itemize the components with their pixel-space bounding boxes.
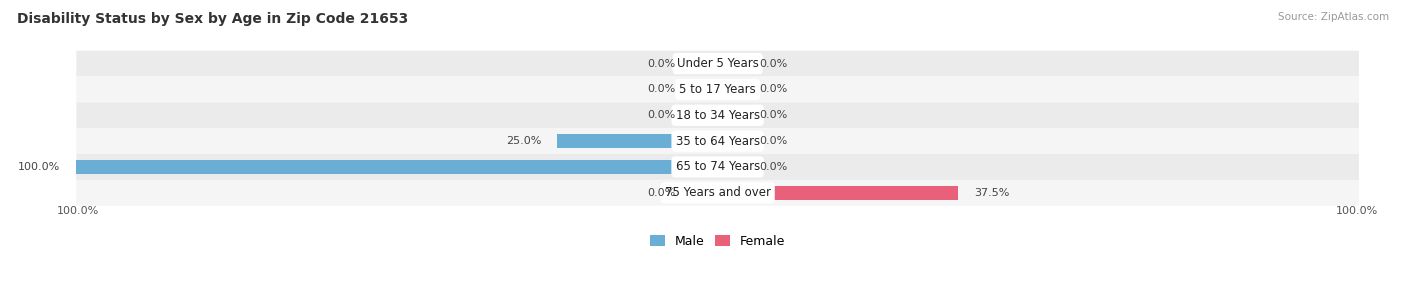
Text: 35 to 64 Years: 35 to 64 Years	[675, 135, 759, 148]
FancyBboxPatch shape	[76, 51, 1360, 77]
Text: 100.0%: 100.0%	[58, 206, 100, 217]
Text: 0.0%: 0.0%	[759, 59, 787, 69]
Bar	[717, 57, 744, 70]
Bar	[692, 83, 717, 96]
Bar	[717, 83, 744, 96]
Bar	[692, 109, 717, 122]
Text: 0.0%: 0.0%	[648, 188, 676, 198]
Bar	[76, 160, 717, 174]
Text: Source: ZipAtlas.com: Source: ZipAtlas.com	[1278, 12, 1389, 22]
Bar	[557, 135, 717, 148]
Text: 0.0%: 0.0%	[648, 110, 676, 120]
Text: 100.0%: 100.0%	[18, 162, 60, 172]
FancyBboxPatch shape	[76, 102, 1360, 128]
Bar	[717, 160, 744, 174]
Bar	[76, 160, 717, 174]
Text: 0.0%: 0.0%	[759, 110, 787, 120]
FancyBboxPatch shape	[76, 128, 1360, 154]
Text: 0.0%: 0.0%	[648, 84, 676, 95]
Text: Under 5 Years: Under 5 Years	[676, 57, 759, 70]
Text: 25.0%: 25.0%	[506, 136, 541, 146]
Bar	[717, 109, 744, 122]
Bar	[717, 135, 744, 148]
Text: 75 Years and over: 75 Years and over	[665, 186, 770, 199]
Bar	[557, 135, 717, 148]
Legend: Male, Female: Male, Female	[645, 230, 790, 253]
Bar	[717, 186, 957, 199]
FancyBboxPatch shape	[76, 180, 1360, 206]
Text: 0.0%: 0.0%	[648, 59, 676, 69]
Bar	[692, 186, 717, 199]
FancyBboxPatch shape	[76, 77, 1360, 102]
Text: 18 to 34 Years: 18 to 34 Years	[675, 109, 759, 122]
Text: Disability Status by Sex by Age in Zip Code 21653: Disability Status by Sex by Age in Zip C…	[17, 12, 408, 26]
Text: 37.5%: 37.5%	[974, 188, 1010, 198]
Text: 65 to 74 Years: 65 to 74 Years	[675, 160, 759, 174]
FancyBboxPatch shape	[76, 154, 1360, 180]
Bar	[717, 186, 957, 199]
Text: 0.0%: 0.0%	[759, 162, 787, 172]
Text: 0.0%: 0.0%	[759, 136, 787, 146]
Text: 5 to 17 Years: 5 to 17 Years	[679, 83, 756, 96]
Text: 0.0%: 0.0%	[759, 84, 787, 95]
Bar	[692, 57, 717, 70]
Text: 100.0%: 100.0%	[1336, 206, 1378, 217]
